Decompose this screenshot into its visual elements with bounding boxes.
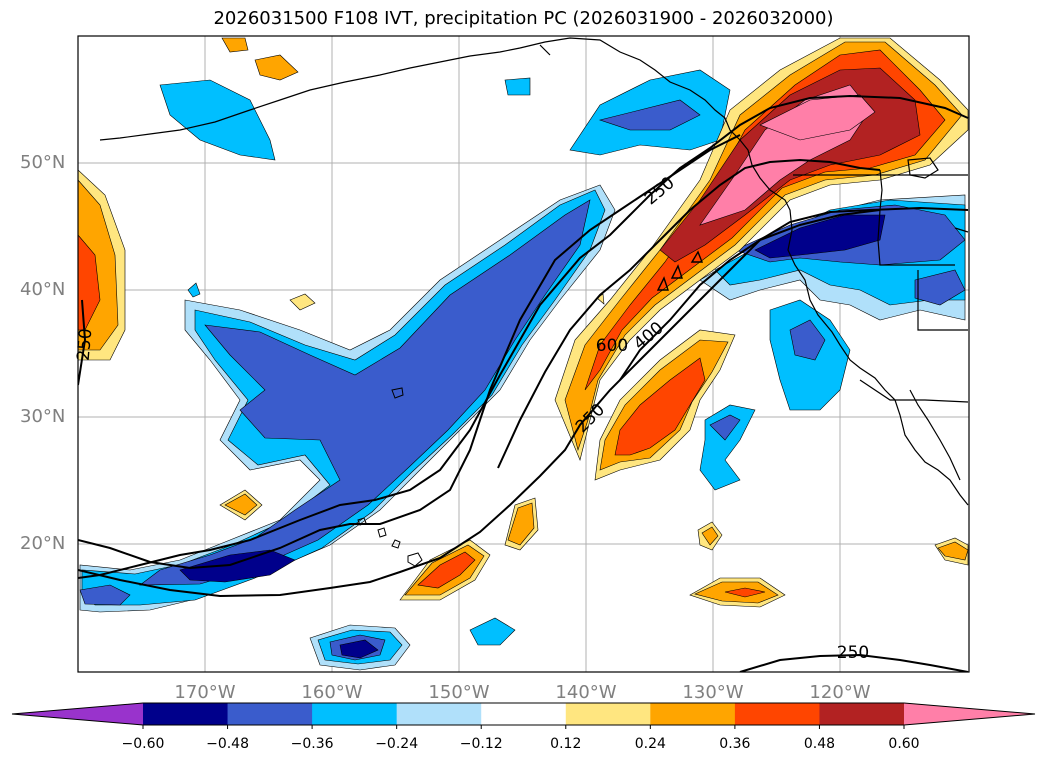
lon-label-170w: 170°W (174, 682, 236, 703)
ivt-contour-600 (78, 134, 741, 570)
lon-label-150w: 150°W (428, 682, 490, 703)
lat-label-30n: 30°N (20, 406, 66, 427)
ivt-contour-250-south (739, 653, 969, 672)
negative-pc-shading (79, 69, 966, 671)
colorbar-tick-label: 0.60 (888, 736, 920, 752)
lon-label-160w: 160°W (301, 682, 363, 703)
colorbar-tick-label: −0.48 (206, 736, 249, 752)
colorbar-tick-label: −0.36 (290, 736, 334, 752)
ivt-contour-250-north (78, 94, 969, 579)
map-title: 2026031500 F108 IVT, precipitation PC (2… (213, 8, 834, 29)
lat-label-20n: 20°N (20, 533, 66, 554)
contour-label-600: 600 (596, 336, 628, 356)
map-frame (77, 35, 970, 673)
ivt-contour-250-main (78, 206, 969, 598)
contour-label-250-south: 250 (837, 643, 869, 663)
colorbar-tick-label: −0.12 (459, 736, 503, 752)
colorbar-tick-label: −0.24 (375, 736, 419, 752)
lat-label-40n: 40°N (20, 279, 66, 300)
positive-pc-shading (78, 37, 969, 608)
ivt-contour-250-west (78, 299, 87, 386)
lon-label-120w: 120°W (809, 682, 871, 703)
colorbar-tick-label: 0.24 (634, 736, 666, 752)
ivt-contours (78, 94, 969, 672)
colorbar-tick-label: 0.12 (550, 736, 582, 752)
ivt-contour-400 (497, 158, 881, 469)
ivt-contour-inner (619, 209, 881, 381)
colorbar-tick-label: −0.60 (121, 736, 165, 752)
lon-label-130w: 130°W (682, 682, 744, 703)
coastlines (99, 37, 969, 506)
colorbar-tick-label: 0.48 (803, 736, 836, 752)
lat-label-50n: 50°N (20, 152, 66, 173)
lon-label-140w: 140°W (555, 682, 617, 703)
contour-label-250-west: 250 (74, 328, 97, 362)
colorbar-tick-label: 0.36 (719, 736, 751, 752)
